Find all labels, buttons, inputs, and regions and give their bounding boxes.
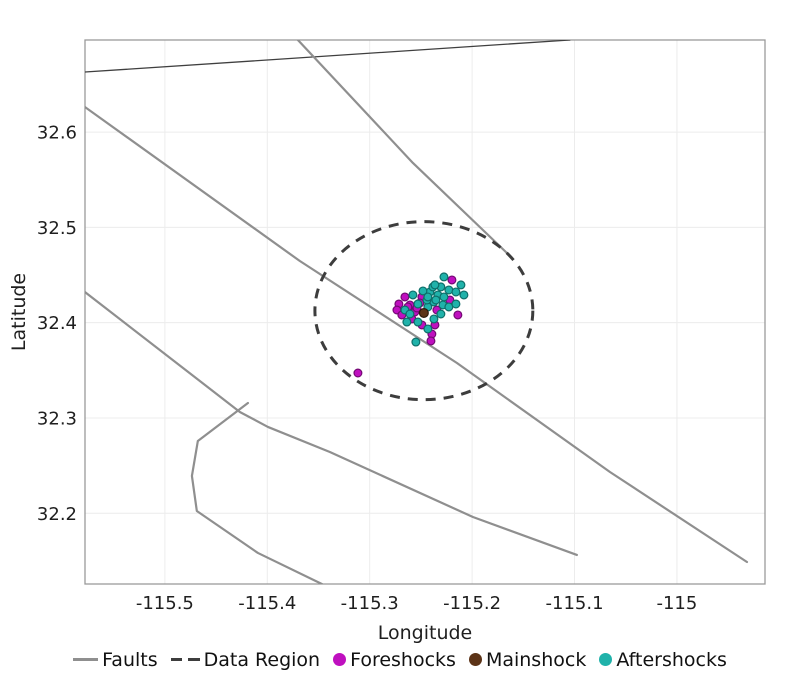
aftershock-point [423,324,433,334]
x-tick-label: -115.4 [238,593,296,614]
aftershock-point [413,299,423,309]
aftershock-point [411,337,421,347]
legend-item-foreshocks: Foreshocks [333,649,456,671]
foreshock-point [400,292,410,302]
data-region-ellipse [313,220,535,402]
legend-swatch-line [73,658,99,661]
aftershock-point [413,317,423,327]
legend-swatch-dashes [170,658,200,661]
aftershock-point [436,309,446,319]
aftershock-point [431,295,441,305]
legend-item-mainshock: Mainshock [468,648,587,671]
fault-northeast-diagonal [296,40,509,255]
legend-item-data-region: Data Region [170,648,321,671]
legend-swatch-dot [599,653,613,666]
y-tick-label: 32.3 [37,408,77,429]
aftershock-point [405,309,415,319]
aftershock-point [423,292,433,302]
x-axis-label: Longitude [378,622,473,644]
aftershock-point [402,317,412,327]
fault-southwest-branch [85,290,578,557]
y-tick-label: 32.6 [37,123,77,144]
legend-label: Aftershocks [616,648,727,671]
aftershock-point [451,287,461,297]
foreshock-point [426,336,436,346]
fault-long-diagonal [85,105,749,564]
legend-swatch-dot [468,653,482,666]
foreshock-point [447,275,457,285]
legend-item-faults: Faults [73,649,158,671]
legend-label: Foreshocks [350,648,456,671]
plot-canvas: -115.5 -115.4 -115.3 -115.2 -115.1 -115 32.2 32… [8,39,766,644]
aftershock-point [439,292,449,302]
x-tick-label: -115.1 [546,593,604,614]
legend-label: Data Region [203,648,321,671]
aftershock-point [418,286,428,296]
legend-swatch-dot [333,653,347,666]
geometry-layer [85,40,749,584]
foreshock-point [453,310,463,320]
legend-item-aftershocks: Aftershocks [599,649,727,671]
aftershock-point [459,290,469,300]
y-tick-label: 32.2 [37,504,77,525]
legend-label: Faults [102,648,158,671]
y-axis-label: Latitude [8,273,30,351]
x-tick-label: -115.2 [443,593,501,614]
foreshock-point [353,368,363,378]
legend: Faults Data Region Foreshocks Mainshock Afte… [0,644,800,675]
x-tick-label: -115.3 [341,593,399,614]
x-tick-label: -115.5 [136,593,194,614]
x-tick-label: -115 [656,593,697,614]
legend-label: Mainshock [485,648,587,671]
y-tick-label: 32.5 [37,218,77,239]
plot-frame [84,39,766,585]
y-tick-label: 32.4 [37,313,77,334]
fault-north-thin [85,40,571,73]
aftershock-point [456,280,466,290]
aftershock-point [439,272,449,282]
aftershock-point [408,290,418,300]
plot-content: -115.5 -115.4 -115.3 -115.2 -115.1 -115 32.2 32… [37,39,766,614]
aftershock-point [451,299,461,309]
aftershock-point [429,314,439,324]
mainshock-point [418,307,429,318]
fault-zigzag [190,401,323,584]
aftershock-point [430,280,440,290]
